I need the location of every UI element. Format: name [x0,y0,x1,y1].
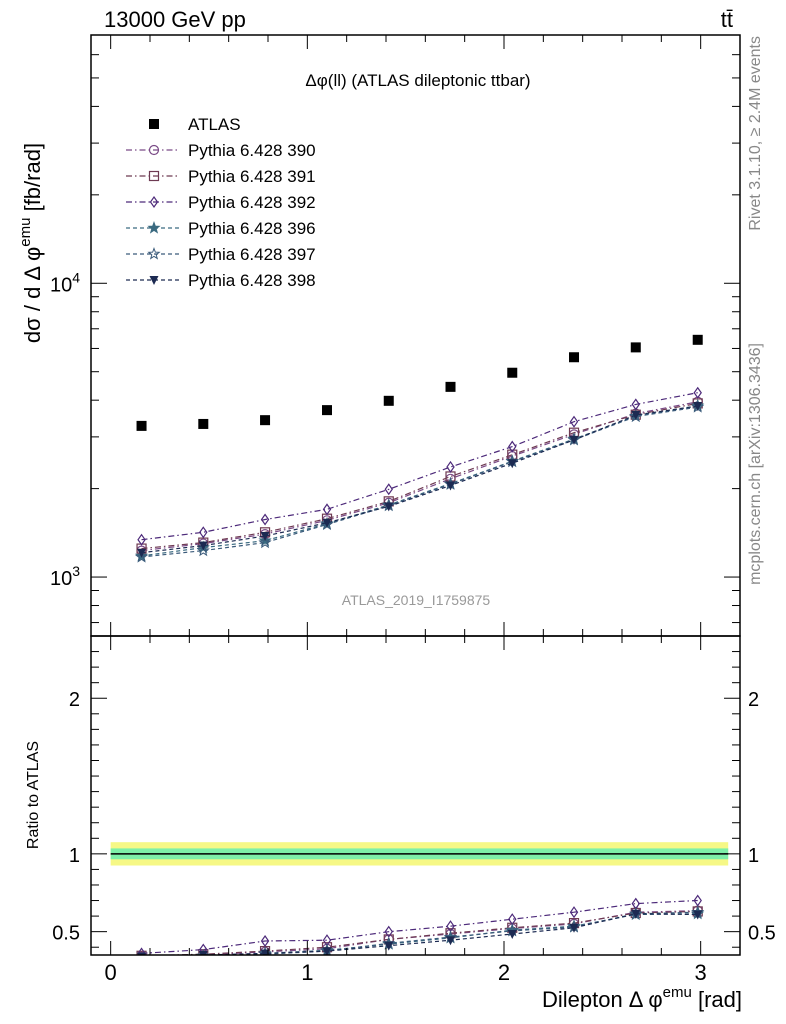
main-plot [134,334,705,563]
x-tick-label: 1 [301,960,313,985]
data-point-atlas [322,405,332,416]
data-point-pythia-6-428-392 [199,526,208,539]
ratio-point-pythia-6-428-392 [260,934,270,948]
ratio-point-pythia-6-428-398 [322,947,332,955]
series-line-pythia-6-428-398 [141,405,698,554]
legend-label-pythia-6-428-397: Pythia 6.428 397 [188,245,316,264]
x-tick-label: 0 [105,960,117,985]
data-point-pythia-6-428-397 [196,543,210,557]
y-tick-label: 104 [50,269,80,296]
ratio-tick-label: 1 [69,845,80,867]
legend-marker-pythia-6-428-392 [149,195,159,209]
ratio-line-pythia-6-428-392 [141,899,698,954]
data-point-pythia-6-428-392 [446,460,455,474]
data-point-atlas [198,418,209,429]
data-point-atlas [630,342,641,353]
ratio-line-pythia-6-428-390 [180,910,698,955]
source-label: mcplots.cern.ch [arXiv:1306.3436] [747,343,764,585]
data-point-pythia-6-428-392 [260,513,270,526]
axes-layer: 0 1 2 3 103 104 0.5 0.5 1 1 2 2 [50,34,776,985]
ratio-point-pythia-6-428-398 [260,949,270,955]
legend-label-pythia-6-428-398: Pythia 6.428 398 [188,271,316,290]
data-point-pythia-6-428-398 [322,518,332,528]
data-point-pythia-6-428-392 [508,440,517,453]
ratio-point-pythia-6-428-398 [569,923,579,933]
legend-label-pythia-6-428-391: Pythia 6.428 391 [188,167,316,186]
series-line-pythia-6-428-392 [141,392,698,541]
ratio-tick-label-right: 1 [748,845,759,867]
data-point-atlas [569,352,580,363]
ratio-point-pythia-6-428-392 [137,947,146,955]
legend-marker-pythia-6-428-390 [148,144,160,156]
ratio-point-pythia-6-428-391 [136,950,147,955]
x-tick-label: 3 [695,960,707,985]
legend-label-atlas: ATLAS [188,115,241,134]
series-line-pythia-6-428-391 [141,402,698,550]
data-point-atlas [445,381,456,392]
ratio-tick-label-right: 2 [748,689,759,711]
ratio-point-pythia-6-428-398 [507,929,517,939]
analysis-label: ATLAS_2019_I1759875 [342,592,491,608]
ratio-point-pythia-6-428-398 [693,910,703,920]
y-axis-label: dσ / d Δ φemu [fb/rad] [17,143,45,343]
data-point-pythia-6-428-397 [258,535,272,549]
rivet-label: Rivet 3.1.10, ≥ 2.4M events [747,36,764,231]
series-line-pythia-6-428-396 [141,405,698,557]
legend: ATLAS Pythia 6.428 390 Pythia 6.428 391 Pyt… [126,115,316,290]
ratio-point-pythia-6-428-392 [569,906,579,919]
data-point-atlas [507,367,518,378]
ratio-point-pythia-6-428-398 [137,952,147,955]
ratio-point-pythia-6-428-398 [384,941,394,951]
data-point-pythia-6-428-398 [137,548,147,558]
ratio-point-pythia-6-428-398 [446,936,456,946]
x-axis-label: Dilepton Δ φemu [rad] [542,984,742,1012]
energy-label: 13000 GeV pp [104,7,246,32]
data-point-pythia-6-428-398 [198,541,208,551]
data-point-atlas [692,334,703,345]
data-point-pythia-6-428-398 [384,502,394,512]
ratio-point-pythia-6-428-398 [631,909,641,919]
data-point-atlas [260,415,271,426]
legend-marker-pythia-6-428-398 [149,276,159,285]
data-point-pythia-6-428-392 [137,533,146,546]
x-tick-label: 2 [498,960,510,985]
data-point-pythia-6-428-398 [693,402,703,412]
legend-marker-pythia-6-428-396 [147,221,161,234]
ratio-y-axis-label: Ratio to ATLAS [25,741,42,849]
data-point-pythia-6-428-397 [134,550,149,563]
legend-marker-pythia-6-428-391 [148,170,160,182]
data-point-pythia-6-428-392 [322,503,332,516]
data-point-atlas [383,395,394,406]
legend-label-pythia-6-428-392: Pythia 6.428 392 [188,193,316,212]
legend-marker-atlas [149,119,159,129]
ratio-tick-label-right: 0.5 [748,923,776,945]
data-point-pythia-6-428-398 [507,459,517,469]
data-point-pythia-6-428-392 [569,415,579,428]
series-line-pythia-6-428-397 [141,406,698,558]
ratio-tick-label: 2 [69,689,80,711]
chart-title: Δφ(ll) (ATLAS dileptonic ttbar) [305,71,530,90]
process-label: tt̄ [721,7,733,32]
data-point-pythia-6-428-398 [260,531,270,541]
ratio-point-pythia-6-428-397 [258,947,272,955]
legend-label-pythia-6-428-390: Pythia 6.428 390 [188,141,316,160]
ratio-line-pythia-6-428-391 [149,910,698,955]
legend-label-pythia-6-428-396: Pythia 6.428 396 [188,219,316,238]
data-point-pythia-6-428-398 [446,481,456,491]
ratio-frame [90,635,741,956]
data-point-pythia-6-428-392 [384,483,393,496]
data-point-pythia-6-428-392 [693,386,702,399]
ratio-tick-label: 0.5 [52,923,80,945]
data-point-pythia-6-428-398 [569,435,579,445]
ratio-line-pythia-6-428-398 [180,913,698,955]
legend-marker-pythia-6-428-397 [147,247,161,260]
y-tick-label: 103 [50,563,80,590]
data-point-atlas [136,420,147,431]
ratio-plot [110,842,729,955]
ratio-point-pythia-6-428-398 [198,951,208,955]
data-point-pythia-6-428-398 [631,411,641,421]
